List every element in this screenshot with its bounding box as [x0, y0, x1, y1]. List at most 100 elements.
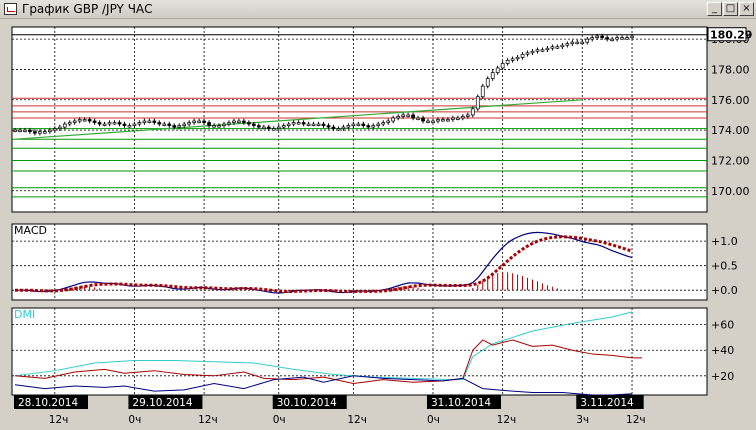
candle[interactable]: [580, 41, 585, 45]
candle[interactable]: [451, 117, 455, 120]
candle[interactable]: [87, 119, 92, 122]
candle[interactable]: [152, 120, 157, 123]
candle[interactable]: [475, 96, 480, 110]
candle[interactable]: [590, 37, 595, 40]
candle[interactable]: [137, 122, 142, 125]
candle[interactable]: [306, 123, 311, 126]
candle[interactable]: [112, 122, 117, 125]
candle[interactable]: [321, 123, 326, 126]
candle[interactable]: [311, 123, 316, 126]
candle[interactable]: [381, 122, 386, 125]
candle[interactable]: [630, 35, 634, 38]
candle[interactable]: [301, 122, 306, 125]
candle[interactable]: [555, 46, 560, 49]
candle[interactable]: [326, 125, 331, 128]
candle[interactable]: [97, 122, 102, 125]
candle[interactable]: [490, 72, 495, 79]
candle[interactable]: [47, 129, 52, 132]
macd-panel[interactable]: [11, 223, 708, 301]
candle[interactable]: [266, 126, 271, 129]
candle[interactable]: [480, 85, 485, 98]
candle[interactable]: [157, 122, 162, 125]
candle[interactable]: [386, 120, 391, 123]
candle[interactable]: [401, 114, 405, 117]
close-button[interactable]: ×: [739, 2, 754, 16]
candle[interactable]: [485, 78, 490, 87]
candle[interactable]: [460, 116, 465, 119]
candle[interactable]: [38, 131, 42, 134]
candle[interactable]: [172, 125, 177, 128]
candle[interactable]: [102, 123, 107, 126]
candle[interactable]: [545, 47, 550, 51]
candle[interactable]: [207, 122, 211, 126]
candle[interactable]: [52, 128, 57, 131]
candle[interactable]: [177, 125, 182, 128]
candle[interactable]: [530, 50, 535, 54]
candle[interactable]: [600, 35, 605, 38]
candle[interactable]: [406, 114, 410, 117]
candle[interactable]: [256, 125, 261, 128]
candle[interactable]: [227, 122, 231, 125]
candle[interactable]: [261, 126, 266, 129]
candle[interactable]: [117, 122, 122, 125]
candle[interactable]: [610, 38, 614, 41]
candle[interactable]: [77, 119, 82, 122]
candle[interactable]: [565, 43, 570, 46]
candle[interactable]: [456, 117, 460, 120]
candle[interactable]: [366, 125, 371, 128]
candle[interactable]: [356, 123, 361, 126]
candle[interactable]: [431, 120, 435, 123]
candle[interactable]: [351, 123, 356, 126]
candle[interactable]: [560, 44, 565, 48]
candle[interactable]: [62, 123, 67, 128]
candle[interactable]: [271, 128, 276, 131]
candle[interactable]: [217, 125, 221, 128]
candle[interactable]: [247, 122, 251, 125]
candle[interactable]: [167, 123, 172, 126]
candle[interactable]: [470, 108, 475, 116]
candle[interactable]: [237, 120, 241, 123]
candle[interactable]: [575, 41, 580, 45]
candle[interactable]: [92, 120, 97, 123]
candle[interactable]: [242, 120, 246, 123]
minimize-button[interactable]: _: [707, 2, 722, 16]
candle[interactable]: [605, 37, 609, 40]
candle[interactable]: [82, 119, 87, 122]
candle[interactable]: [421, 117, 425, 122]
candle[interactable]: [585, 38, 590, 43]
candle[interactable]: [336, 128, 341, 131]
candle[interactable]: [391, 117, 396, 122]
candle[interactable]: [276, 126, 281, 129]
candle[interactable]: [43, 131, 47, 134]
candle[interactable]: [57, 126, 62, 129]
candle[interactable]: [495, 67, 500, 73]
candle[interactable]: [296, 122, 301, 125]
candle[interactable]: [615, 37, 619, 40]
candle[interactable]: [132, 123, 137, 126]
candle[interactable]: [316, 123, 321, 126]
candle[interactable]: [540, 49, 545, 52]
candle[interactable]: [222, 123, 226, 126]
candle[interactable]: [361, 123, 366, 126]
candle[interactable]: [281, 125, 286, 128]
candle[interactable]: [595, 35, 600, 38]
candle[interactable]: [142, 120, 147, 123]
candle[interactable]: [251, 123, 256, 126]
candle[interactable]: [535, 49, 540, 52]
candle[interactable]: [371, 125, 376, 128]
candle[interactable]: [232, 120, 236, 123]
candle[interactable]: [515, 56, 520, 60]
candle[interactable]: [192, 120, 196, 123]
candle[interactable]: [376, 123, 381, 126]
candle[interactable]: [625, 37, 629, 40]
candle[interactable]: [465, 114, 470, 117]
candle[interactable]: [341, 126, 346, 129]
candle[interactable]: [13, 129, 17, 132]
candle[interactable]: [331, 126, 336, 129]
candle[interactable]: [346, 125, 351, 128]
candle[interactable]: [212, 125, 216, 128]
candle[interactable]: [291, 122, 296, 125]
candle[interactable]: [436, 119, 440, 122]
candle[interactable]: [122, 123, 127, 126]
candle[interactable]: [187, 122, 192, 125]
